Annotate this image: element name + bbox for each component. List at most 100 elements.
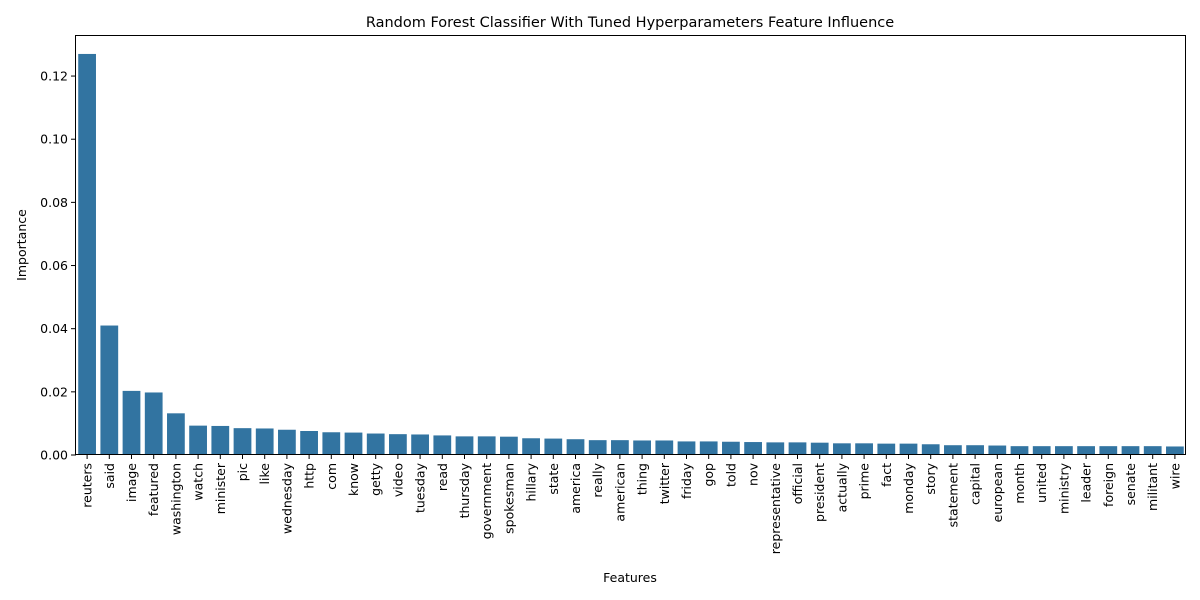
y-tick-label: 0.10 [40,132,68,147]
x-tick-label: actually [834,462,849,512]
x-tick-label: leader [1079,462,1094,502]
y-axis-ticks: 0.00 0.02 0.04 0.06 0.08 0.10 0.12 [40,69,76,463]
bar-featured [144,392,163,455]
x-tick-label: official [790,463,805,504]
bar-twitter [655,440,674,455]
x-tick-label: representative [768,463,783,555]
bar-tuesday [411,434,429,455]
x-axis-ticks: reuters said image featured washington watch m… [80,455,1182,555]
bar-said [100,325,119,455]
bar-hillary [522,438,540,455]
bar-wire [1166,446,1184,455]
bar-european [988,445,1007,455]
x-axis-label: Features [603,570,657,585]
x-tick-label: read [435,463,450,491]
bar-getty [366,433,385,455]
bar-official [788,442,807,455]
bar-told [722,441,740,455]
y-tick-label: 0.06 [40,258,68,273]
bar-know [344,432,363,455]
x-tick-label: said [102,463,117,489]
bar-president [810,442,829,455]
x-tick-label: com [324,463,339,490]
bar-prime [855,443,873,455]
x-tick-label: reuters [80,463,95,508]
bar-fact [877,443,896,455]
x-tick-label: thursday [457,462,472,518]
x-tick-label: image [124,463,139,502]
x-tick-label: european [990,463,1005,522]
x-tick-label: friday [679,462,694,499]
x-tick-label: getty [368,462,383,495]
bar-foreign [1099,446,1118,455]
bar-statement [944,445,962,455]
x-tick-label: told [723,463,738,487]
bar-friday [677,441,696,455]
bar-america [566,439,585,455]
x-tick-label: wire [1167,463,1182,490]
bar-spokesman [500,436,518,455]
x-tick-label: president [812,463,827,522]
x-tick-label: video [390,463,405,497]
bar-american [611,440,629,455]
bar-gop [699,441,718,455]
x-tick-label: story [923,462,938,494]
x-tick-label: state [546,463,561,495]
bar-http [300,431,318,455]
bar-thing [633,440,651,455]
bar-state [544,438,563,455]
bar-watch [189,425,207,455]
x-tick-label: foreign [1101,463,1116,507]
bar-video [389,434,407,455]
bar-wednesday [278,429,296,455]
x-tick-label: america [568,463,583,514]
x-tick-label: minister [213,462,228,514]
x-tick-label: http [302,463,317,489]
x-tick-label: united [1034,463,1049,503]
y-tick-label: 0.12 [40,69,68,84]
bar-minister [211,425,230,455]
bar-capital [966,445,984,455]
bars [78,53,1184,455]
x-tick-label: really [590,462,605,497]
x-tick-label: watch [191,463,206,501]
x-tick-label: wednesday [279,462,294,534]
bar-month [1010,446,1029,455]
x-tick-label: statement [945,463,960,527]
x-tick-label: spokesman [501,463,516,534]
x-tick-label: tuesday [413,462,428,513]
y-tick-label: 0.04 [40,321,68,336]
chart-title: Random Forest Classifier With Tuned Hype… [366,15,894,31]
bar-monday [899,443,918,455]
x-tick-label: american [612,463,627,522]
bar-ministry [1055,446,1073,455]
x-tick-label: nov [746,462,761,486]
bar-senate [1121,446,1140,455]
x-tick-label: like [257,463,272,485]
x-tick-label: government [479,463,494,539]
x-tick-label: gop [701,463,716,487]
bar-thursday [455,436,474,455]
bar-washington [167,413,185,455]
bar-com [322,432,341,455]
bar-image [122,390,141,455]
y-tick-label: 0.02 [40,384,68,399]
x-tick-label: hillary [524,462,539,501]
x-tick-label: monday [901,462,916,513]
bar-leader [1077,446,1095,455]
bar-like [255,428,274,455]
x-tick-label: senate [1123,463,1138,506]
y-tick-label: 0.00 [40,448,68,463]
bar-reuters [78,53,96,455]
y-axis-label: Importance [14,209,29,281]
bar-really [588,440,607,455]
x-tick-label: capital [968,463,983,505]
bar-government [477,436,496,455]
x-tick-label: ministry [1056,462,1071,514]
x-tick-label: pic [235,463,250,481]
x-tick-label: washington [168,463,183,535]
x-tick-label: featured [146,463,161,516]
x-tick-label: prime [857,463,872,500]
